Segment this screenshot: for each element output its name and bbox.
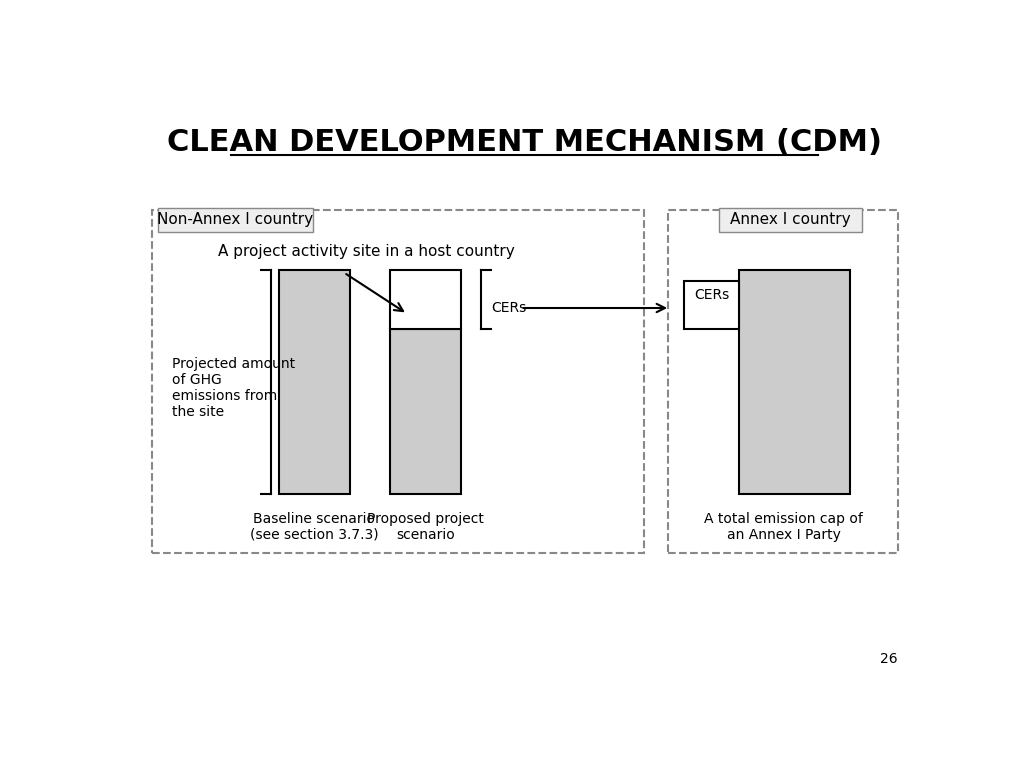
Text: CERs: CERs [492,301,526,315]
Bar [390,270,462,329]
Text: 26: 26 [881,652,898,666]
Text: Proposed project
scenario: Proposed project scenario [368,511,484,542]
Text: A total emission cap of
an Annex I Party: A total emission cap of an Annex I Party [705,511,863,542]
FancyBboxPatch shape [158,208,313,232]
Bar [390,329,462,495]
Bar [684,281,739,329]
Bar [279,270,350,495]
Text: Annex I country: Annex I country [730,213,851,227]
FancyBboxPatch shape [719,208,862,232]
Text: A project activity site in a host country: A project activity site in a host countr… [218,244,514,260]
Bar [739,270,850,495]
Text: Non-Annex I country: Non-Annex I country [157,213,313,227]
Text: Projected amount
of GHG
emissions from
the site: Projected amount of GHG emissions from t… [172,356,295,419]
Text: Baseline scenario
(see section 3.7.3): Baseline scenario (see section 3.7.3) [250,511,379,542]
Text: CLEAN DEVELOPMENT MECHANISM (CDM): CLEAN DEVELOPMENT MECHANISM (CDM) [167,128,883,157]
Text: CERs: CERs [694,288,730,302]
